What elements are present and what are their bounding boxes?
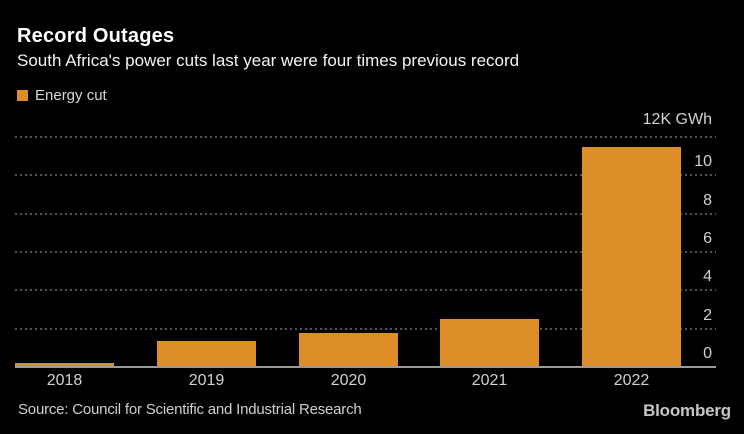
- x-axis-labels: 2018 2019 2020 2021 2022: [15, 372, 716, 392]
- gridline-2: [15, 327, 716, 330]
- legend-swatch-icon: [17, 90, 28, 101]
- x-label-2018: 2018: [46, 372, 83, 389]
- y-tick-10: 10: [694, 153, 712, 171]
- chart-header: Record Outages South Africa's power cuts…: [17, 25, 519, 71]
- gridline-8: [15, 212, 716, 215]
- y-tick-8: 8: [703, 191, 712, 209]
- legend: Energy cut: [17, 87, 107, 104]
- bloomberg-logo: Bloomberg: [643, 401, 731, 420]
- y-tick-6: 6: [703, 230, 712, 247]
- gridline-10: [15, 174, 716, 177]
- chart-title: Record Outages: [17, 25, 175, 47]
- bar-2019: [157, 341, 256, 367]
- gridline-4: [15, 289, 716, 292]
- chart-subtitle: South Africa's power cuts last year were…: [17, 51, 520, 70]
- y-tick-2: 2: [703, 306, 712, 324]
- source-note: Source: Council for Scientific and Indus…: [18, 401, 362, 418]
- y-axis-labels: 12K GWh 0 2 4 6 8 10: [632, 111, 712, 367]
- bar-2020: [299, 332, 398, 367]
- y-tick-0: 0: [703, 345, 712, 362]
- y-axis-unit-label: 12K GWh: [642, 111, 712, 128]
- y-tick-4: 4: [703, 268, 712, 286]
- gridline-12: [15, 136, 716, 138]
- x-axis-line: [15, 366, 716, 368]
- plot-area: [15, 136, 716, 368]
- chart-footer: Source: Council for Scientific and Indus…: [18, 401, 731, 421]
- gridline-6: [15, 251, 716, 253]
- x-label-2022: 2022: [613, 372, 650, 389]
- x-label-2019: 2019: [188, 372, 225, 389]
- bar-2018: [15, 363, 114, 367]
- x-label-2020: 2020: [330, 372, 367, 389]
- legend-label: Energy cut: [35, 87, 107, 104]
- bar-2022: [582, 146, 681, 367]
- x-label-2021: 2021: [471, 372, 508, 389]
- bar-2021: [440, 319, 539, 367]
